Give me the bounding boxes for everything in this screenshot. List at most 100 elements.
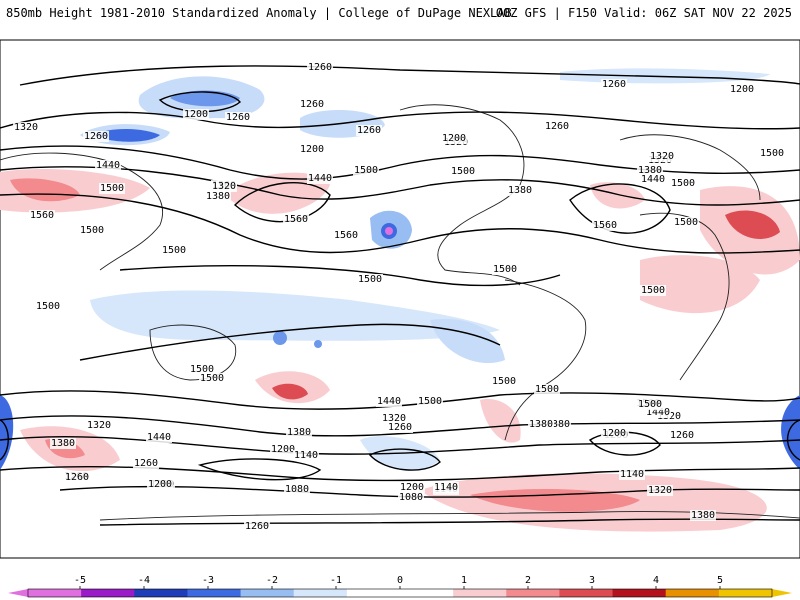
contour-label: 1500	[492, 376, 516, 387]
colorbar-segment	[400, 589, 454, 597]
contour-label: 1500	[641, 285, 665, 296]
colorbar-segment	[346, 589, 401, 597]
contour-label: 1500	[200, 373, 224, 384]
colorbar-tick-label: -5	[74, 575, 86, 586]
coastline-south-america	[504, 279, 587, 441]
contour-label-bg	[147, 479, 173, 490]
contour-label: 1560	[30, 210, 54, 221]
contour-1440-south	[0, 390, 800, 410]
contour-label: 1380	[287, 427, 311, 438]
contour-label: 1440	[641, 174, 665, 185]
positive-anomaly-middle-east-core	[725, 210, 780, 239]
contour-label: 1080	[285, 484, 309, 495]
contour-label-bg	[398, 492, 424, 503]
contour-label-bg	[441, 133, 467, 144]
contour-label: 1380	[691, 510, 715, 521]
contour-label: 1500	[190, 364, 214, 375]
contour-1320-north	[0, 111, 800, 130]
contour-label-bg	[161, 245, 187, 256]
contour-1500-north	[0, 193, 800, 254]
colorbar-tick-label: 4	[653, 575, 659, 586]
contour-label-bg	[534, 384, 560, 395]
contour-label: 1500	[162, 245, 186, 256]
colorbar-tick-label: 1	[461, 575, 467, 586]
negative-anomaly-east-pacific-peak	[385, 227, 393, 235]
colorbar-tick-label: -4	[138, 575, 150, 586]
contour-label-bg	[244, 521, 270, 532]
contour-label-bg	[307, 62, 333, 73]
contour-label: 1260	[670, 430, 694, 441]
colorbar-segment	[718, 589, 773, 597]
contour-edge-low-east	[786, 419, 800, 461]
contour-label: 1440	[377, 396, 401, 407]
contour-label: 1260	[602, 79, 626, 90]
colorbar: -5 -4 -3 -2 -1 0 1 2 3 4 5	[8, 575, 792, 598]
contour-label: 1200	[148, 479, 172, 490]
contour-label: 1440	[308, 173, 332, 184]
contour-label: 1260	[357, 125, 381, 136]
contour-label-bg	[647, 485, 673, 496]
contour-1440-north	[0, 166, 800, 206]
coastline-europe	[619, 134, 761, 201]
contour-label: 1140	[434, 482, 458, 493]
negative-anomaly-small-low	[273, 331, 287, 345]
contour-label-bg	[399, 482, 425, 493]
contour-1380-south	[0, 415, 800, 437]
colorbar-tick-label: 3	[589, 575, 595, 586]
contour-1260-bottom	[99, 518, 800, 526]
contour-label-bg	[669, 430, 695, 441]
contour-label: 1140	[294, 450, 318, 461]
contour-label-bg	[29, 210, 55, 221]
contour-label: 1500	[760, 148, 784, 159]
contour-label-bg	[690, 510, 716, 521]
contour-label-bg	[133, 458, 159, 469]
contour-label-bg	[601, 79, 627, 90]
contour-1260-north	[19, 65, 800, 86]
contour-label: 1320	[14, 122, 38, 133]
contour-label: 1500	[493, 264, 517, 275]
contour-label: 1380	[529, 419, 553, 430]
contour-label: 1500	[638, 399, 662, 410]
contour-label-bg	[637, 165, 663, 176]
colorbar-segment	[506, 589, 560, 597]
anomaly-shading	[0, 68, 800, 532]
positive-anomaly-south-atlantic-core	[470, 488, 640, 512]
contour-label-bg	[417, 396, 443, 407]
contour-label: 1320	[648, 485, 672, 496]
contour-label-bg	[387, 422, 413, 433]
chart-title: 850mb Height 1981-2010 Standardized Anom…	[6, 6, 512, 20]
contour-label: 1200	[271, 444, 295, 455]
colorbar-tick-label: -1	[330, 575, 342, 586]
contour-label: 1260	[545, 121, 569, 132]
contour-label-bg	[293, 450, 319, 461]
contour-label: 1260	[308, 62, 332, 73]
contour-label-bg	[299, 144, 325, 155]
contour-label-bg	[381, 413, 407, 424]
contour-label: 1500	[418, 396, 442, 407]
contour-label-bg	[544, 121, 570, 132]
contour-label-bg	[64, 472, 90, 483]
contour-label: 1200	[184, 109, 208, 120]
contour-label-bg	[640, 285, 666, 296]
contour-label: 1440	[646, 407, 670, 418]
colorbar-segment	[187, 589, 242, 597]
colorbar-segment	[134, 589, 188, 597]
contour-label-bg	[284, 484, 310, 495]
positive-anomaly-europe-core	[10, 178, 80, 202]
coastlines	[0, 104, 800, 521]
contour-label-bg	[189, 364, 215, 375]
contour-label-bg	[759, 148, 785, 159]
contour-label: 1260	[226, 112, 250, 123]
positive-anomaly-south-america	[480, 399, 521, 443]
contour-label: 1200	[300, 144, 324, 155]
contour-label: 1260	[134, 458, 158, 469]
contour-1080-south	[368, 448, 441, 471]
contour-edge-low-west	[0, 419, 9, 461]
contour-1380-north	[0, 145, 800, 180]
contour-label-bg	[670, 178, 696, 189]
contour-label: 1560	[284, 214, 308, 225]
contour-1200-south	[59, 485, 800, 498]
contour-label: 1380	[206, 191, 230, 202]
contour-label: 1500	[100, 183, 124, 194]
